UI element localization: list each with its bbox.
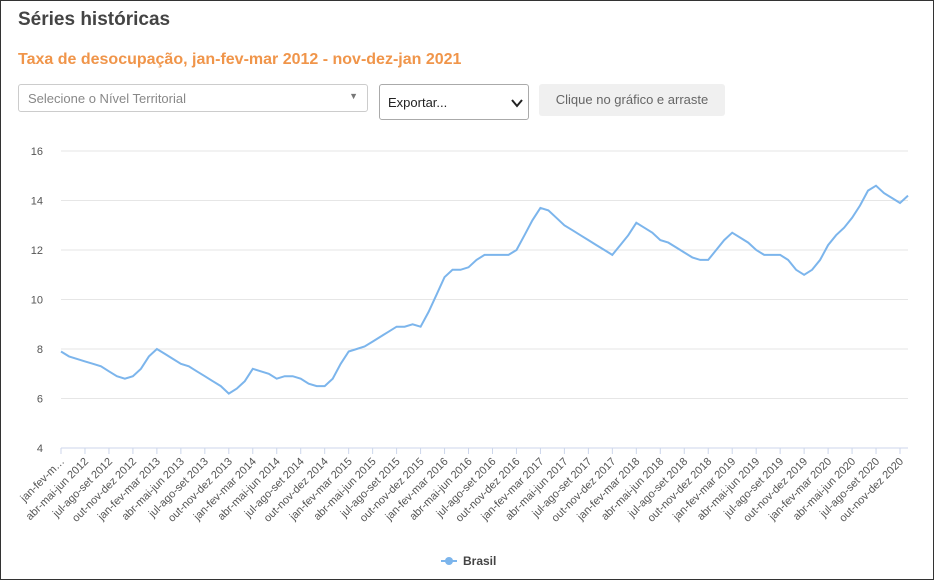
- y-tick-label: 4: [37, 443, 43, 455]
- legend-label-brasil[interactable]: Brasil: [463, 554, 496, 568]
- legend[interactable]: Brasil: [441, 554, 496, 568]
- y-tick-label: 8: [37, 344, 43, 356]
- y-tick-label: 12: [31, 245, 43, 257]
- series-line-brasil[interactable]: [60, 184, 909, 395]
- chart-title: Taxa de desocupação, jan-fev-mar 2012 - …: [18, 51, 462, 68]
- y-tick-label: 6: [37, 394, 43, 406]
- export-select-value: Exportar...: [388, 95, 448, 110]
- territorial-level-placeholder: Selecione o Nível Territorial: [28, 91, 186, 106]
- y-tick-label: 16: [31, 146, 43, 158]
- territorial-level-select[interactable]: Selecione o Nível Territorial ▼: [18, 84, 368, 112]
- drag-hint-button[interactable]: Clique no gráfico e arraste: [539, 84, 725, 116]
- caret-down-icon: ▼: [349, 91, 358, 101]
- y-tick-label: 10: [31, 295, 43, 307]
- page-title: Séries históricas: [18, 9, 171, 30]
- drag-hint-label: Clique no gráfico e arraste: [555, 92, 709, 107]
- export-select[interactable]: Exportar...: [379, 84, 529, 120]
- legend-marker-icon: [445, 557, 453, 565]
- chevron-down-icon: [511, 99, 523, 108]
- y-tick-label: 14: [31, 196, 43, 208]
